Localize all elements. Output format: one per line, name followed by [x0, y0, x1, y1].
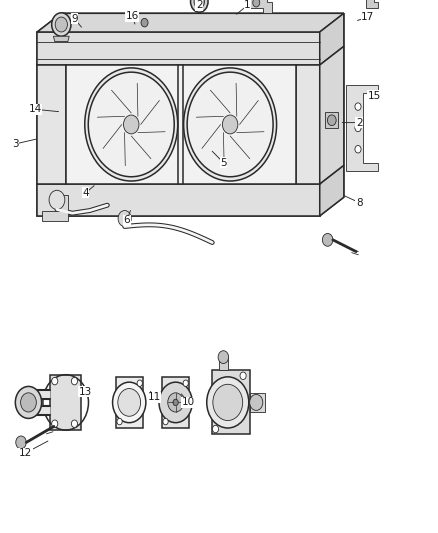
Circle shape: [113, 382, 146, 423]
Circle shape: [355, 103, 361, 110]
Circle shape: [71, 377, 78, 385]
Text: 11: 11: [148, 392, 161, 402]
Polygon shape: [219, 357, 228, 370]
Text: 5: 5: [220, 158, 227, 167]
Circle shape: [173, 399, 178, 406]
Circle shape: [124, 115, 139, 134]
Polygon shape: [37, 184, 320, 216]
Polygon shape: [116, 377, 143, 428]
Polygon shape: [37, 32, 320, 216]
Text: 10: 10: [182, 398, 195, 407]
Text: 2: 2: [356, 118, 363, 127]
Circle shape: [49, 190, 65, 209]
Polygon shape: [250, 393, 265, 412]
Circle shape: [71, 420, 78, 427]
Polygon shape: [50, 375, 81, 430]
Circle shape: [218, 351, 229, 364]
Polygon shape: [320, 13, 344, 65]
Circle shape: [207, 377, 249, 428]
Circle shape: [187, 72, 273, 177]
Polygon shape: [42, 195, 68, 221]
Text: 6: 6: [124, 215, 131, 225]
Polygon shape: [212, 370, 250, 434]
Polygon shape: [346, 85, 378, 171]
Circle shape: [355, 124, 361, 132]
Circle shape: [141, 19, 148, 27]
Text: 2: 2: [196, 1, 203, 10]
Circle shape: [88, 72, 174, 177]
Circle shape: [240, 372, 246, 379]
Circle shape: [213, 384, 243, 421]
Polygon shape: [296, 65, 320, 184]
Circle shape: [52, 13, 71, 36]
Polygon shape: [37, 13, 344, 32]
Circle shape: [85, 68, 178, 181]
Circle shape: [137, 380, 142, 386]
Text: 4: 4: [82, 188, 89, 198]
Polygon shape: [37, 32, 320, 65]
Polygon shape: [53, 36, 69, 42]
Text: 3: 3: [12, 139, 19, 149]
Circle shape: [118, 211, 131, 227]
Polygon shape: [162, 377, 189, 428]
Circle shape: [163, 418, 168, 425]
Polygon shape: [320, 13, 344, 216]
Circle shape: [253, 0, 260, 7]
Circle shape: [327, 115, 336, 126]
Polygon shape: [320, 46, 344, 184]
Text: 16: 16: [126, 11, 139, 21]
Text: 15: 15: [368, 91, 381, 101]
Circle shape: [52, 420, 58, 427]
Text: 17: 17: [361, 12, 374, 22]
Text: 13: 13: [79, 387, 92, 397]
Circle shape: [184, 68, 276, 181]
Polygon shape: [37, 13, 344, 32]
Circle shape: [355, 146, 361, 153]
Circle shape: [16, 436, 26, 449]
Polygon shape: [325, 112, 338, 128]
Circle shape: [223, 115, 238, 134]
Circle shape: [194, 0, 205, 8]
Circle shape: [191, 0, 208, 12]
Polygon shape: [366, 0, 378, 8]
Text: 14: 14: [28, 104, 42, 114]
Circle shape: [15, 386, 42, 418]
Circle shape: [183, 380, 188, 386]
Polygon shape: [37, 65, 66, 184]
Polygon shape: [66, 65, 296, 184]
Text: 1: 1: [244, 1, 251, 10]
Text: 12: 12: [19, 448, 32, 458]
Circle shape: [250, 394, 263, 410]
Circle shape: [168, 393, 184, 412]
Polygon shape: [245, 0, 272, 13]
Circle shape: [159, 382, 192, 423]
Circle shape: [322, 233, 333, 246]
Circle shape: [118, 389, 141, 416]
Text: 9: 9: [71, 14, 78, 23]
Circle shape: [52, 377, 58, 385]
Polygon shape: [320, 165, 344, 216]
Circle shape: [117, 418, 122, 425]
Circle shape: [21, 393, 36, 412]
Text: 8: 8: [356, 198, 363, 207]
Circle shape: [212, 425, 219, 433]
Circle shape: [55, 17, 67, 32]
